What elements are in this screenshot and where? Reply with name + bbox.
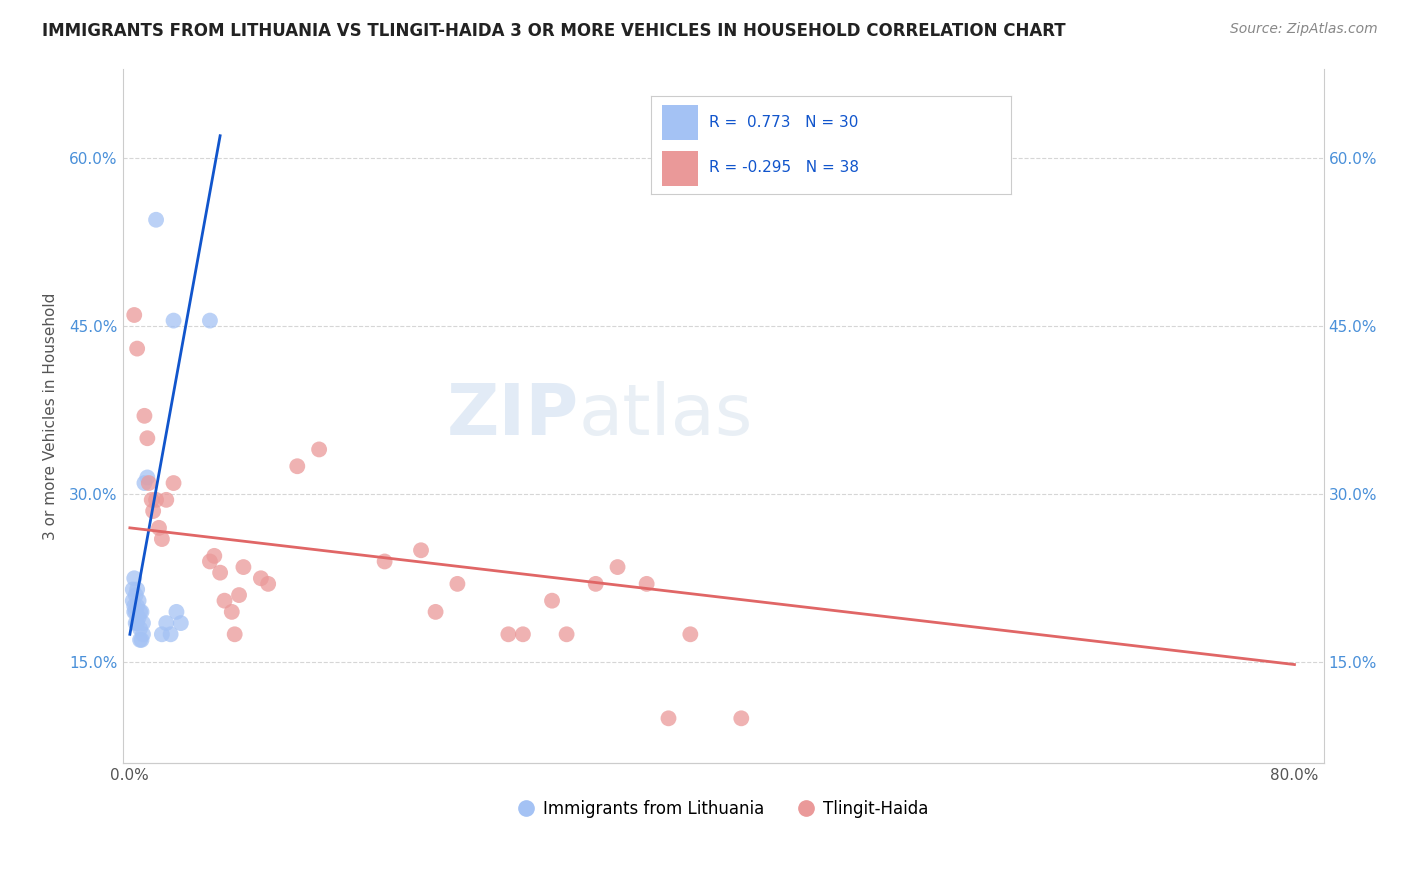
Point: [541, 593, 564, 607]
Point: [308, 442, 330, 457]
Point: [138, 476, 160, 491]
Point: [127, 599, 149, 614]
Point: [136, 470, 159, 484]
Point: [162, 476, 184, 491]
Point: [409, 543, 432, 558]
Point: [134, 409, 156, 423]
Point: [131, 605, 153, 619]
Point: [209, 566, 232, 580]
Text: IMMIGRANTS FROM LITHUANIA VS TLINGIT-HAIDA 3 OR MORE VEHICLES IN HOUSEHOLD CORRE: IMMIGRANTS FROM LITHUANIA VS TLINGIT-HAI…: [42, 22, 1066, 40]
Point: [128, 610, 150, 624]
Point: [134, 476, 156, 491]
Point: [142, 504, 165, 518]
Point: [155, 616, 177, 631]
Point: [221, 605, 243, 619]
Point: [512, 627, 534, 641]
Point: [232, 560, 254, 574]
Point: [657, 711, 679, 725]
Point: [730, 711, 752, 725]
Point: [132, 627, 155, 641]
Point: [127, 582, 149, 597]
Point: [636, 577, 658, 591]
Point: [155, 492, 177, 507]
Point: [127, 616, 149, 631]
Point: [250, 571, 273, 585]
Point: [202, 549, 225, 563]
Point: [145, 212, 167, 227]
Point: [125, 588, 148, 602]
Point: [257, 577, 280, 591]
Point: [131, 632, 153, 647]
Point: [125, 616, 148, 631]
Point: [121, 582, 143, 597]
Point: [555, 627, 578, 641]
Point: [125, 605, 148, 619]
Point: [127, 342, 149, 356]
Point: [141, 492, 163, 507]
Point: [122, 605, 145, 619]
Point: [425, 605, 447, 619]
Point: [585, 577, 607, 591]
Point: [679, 627, 702, 641]
Point: [159, 627, 181, 641]
Point: [150, 627, 173, 641]
Point: [170, 616, 193, 631]
Point: [148, 521, 170, 535]
Point: [129, 605, 152, 619]
Text: atlas: atlas: [579, 381, 754, 450]
Point: [606, 560, 628, 574]
Point: [224, 627, 246, 641]
Point: [374, 554, 396, 568]
Point: [121, 593, 143, 607]
Point: [122, 308, 145, 322]
Point: [166, 605, 188, 619]
Point: [129, 632, 152, 647]
Point: [129, 622, 152, 636]
Point: [446, 577, 468, 591]
Point: [162, 313, 184, 327]
Legend: Immigrants from Lithuania, Tlingit-Haida: Immigrants from Lithuania, Tlingit-Haida: [512, 793, 935, 824]
Y-axis label: 3 or more Vehicles in Household: 3 or more Vehicles in Household: [44, 293, 58, 540]
Point: [228, 588, 250, 602]
Point: [122, 571, 145, 585]
Text: ZIP: ZIP: [447, 381, 579, 450]
Point: [214, 593, 236, 607]
Text: Source: ZipAtlas.com: Source: ZipAtlas.com: [1230, 22, 1378, 37]
Point: [285, 459, 308, 474]
Point: [145, 492, 167, 507]
Point: [198, 554, 221, 568]
Point: [198, 313, 221, 327]
Point: [132, 616, 155, 631]
Point: [122, 599, 145, 614]
Point: [136, 431, 159, 445]
Point: [150, 532, 173, 546]
Point: [128, 593, 150, 607]
Point: [498, 627, 520, 641]
